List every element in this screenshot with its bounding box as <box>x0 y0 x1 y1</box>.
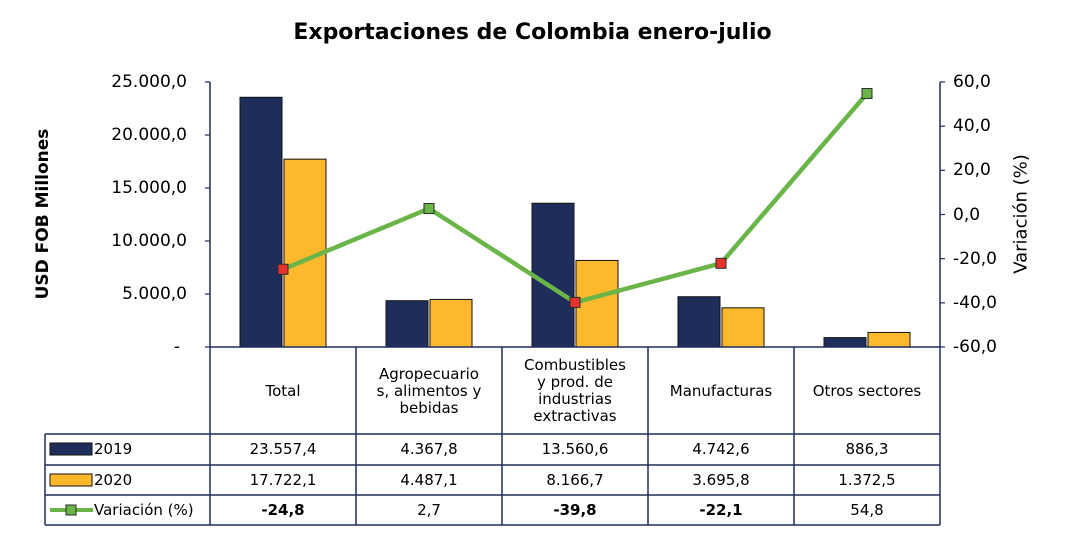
data-label-0-3: 4.742,6 <box>692 440 750 458</box>
category-label-line: y prod. de <box>536 373 613 391</box>
chart-title: Exportaciones de Colombia enero-julio <box>293 20 772 45</box>
bar-2019-1 <box>385 300 429 348</box>
category-label-line: Total <box>265 381 301 400</box>
category-label-line: bebidas <box>399 398 459 417</box>
legend-label-2: Variación (%) <box>94 501 194 519</box>
bar-2020-1 <box>429 298 473 348</box>
bar-2020-3 <box>721 307 765 348</box>
data-label-2-4: 54,8 <box>850 501 884 519</box>
data-label-2-1: 2,7 <box>417 501 441 519</box>
data-label-1-0: 17.722,1 <box>249 471 317 489</box>
data-label-2-0: -24,8 <box>261 501 305 519</box>
category-label-text: Agropecuario s, alimentos y bebidas <box>376 364 482 417</box>
bar-2020-4 <box>867 331 911 348</box>
category-label: Manufacturas <box>648 348 794 434</box>
y-tick-label-right: -60,0 <box>953 337 997 357</box>
category-label-text: Combustibles y prod. de industrias extracti… <box>524 357 626 425</box>
data-label-1-3: 3.695,8 <box>692 471 750 489</box>
y-tick-label-left: 25.000,0 <box>111 72 187 92</box>
y-tick-label-left: 20.000,0 <box>111 125 187 145</box>
data-label-0-0: 23.557,4 <box>249 440 317 458</box>
y-tick-label-right: 40,0 <box>953 116 991 137</box>
y-tick-label-left: 15.000,0 <box>111 178 187 198</box>
legend-label-1: 2020 <box>94 471 133 489</box>
y-tick-label-right: -40,0 <box>953 292 997 313</box>
y-tick-label-left: 10.000,0 <box>111 231 187 251</box>
legend-key-2020 <box>49 473 93 487</box>
legend-key-variacion-marker <box>65 504 77 516</box>
category-label-line: s, alimentos y <box>376 381 482 400</box>
category-label-text: Manufacturas <box>669 381 773 400</box>
bar-2019-2 <box>531 202 575 348</box>
data-label-1-1: 4.487,1 <box>400 471 458 489</box>
y-tick-label-right: -20,0 <box>953 248 997 269</box>
marker-variacion-0 <box>277 263 289 275</box>
category-label-text: Total <box>265 381 301 400</box>
data-label-0-1: 4.367,8 <box>400 440 458 458</box>
legend-label-0: 2019 <box>94 440 133 458</box>
category-label: Total <box>210 348 356 434</box>
data-label-1-2: 8.166,7 <box>546 471 604 489</box>
category-label: Otros sectores <box>794 348 940 434</box>
category-label-line: Combustibles <box>524 356 626 374</box>
y-axis-label-right: Variación (%) <box>1010 154 1032 274</box>
data-label-0-4: 886,3 <box>845 440 889 458</box>
bar-2019-3 <box>677 296 721 348</box>
category-label-line: extractivas <box>533 407 617 425</box>
bar-2019-0 <box>239 96 283 348</box>
legend-key-2019 <box>49 442 93 456</box>
marker-variacion-2 <box>569 296 581 308</box>
y-tick-label-right: 20,0 <box>953 160 991 181</box>
bar-2020-2 <box>575 259 619 348</box>
category-label-text: Otros sectores <box>812 381 922 400</box>
category-label-line: Agropecuario <box>378 364 479 383</box>
data-label-0-2: 13.560,6 <box>541 440 609 458</box>
y-tick-label-left: 5.000,0 <box>122 284 187 304</box>
y-axis-label-left: USD FOB Millones <box>33 128 53 300</box>
data-label-2-2: -39,8 <box>553 501 597 519</box>
category-label-line: Manufacturas <box>669 381 773 400</box>
data-label-1-4: 1.372,5 <box>838 471 896 489</box>
category-label: Agropecuario s, alimentos y bebidas <box>356 348 502 434</box>
marker-variacion-3 <box>715 257 727 269</box>
category-label-line: industrias <box>538 390 612 408</box>
marker-variacion-1 <box>423 203 435 215</box>
marker-variacion-4 <box>861 87 873 99</box>
category-label-line: Otros sectores <box>812 381 922 400</box>
bar-2019-4 <box>823 337 867 348</box>
y-tick-label-right: 60,0 <box>953 72 991 92</box>
y-tick-label-right: 0,0 <box>953 204 981 225</box>
line-variacion <box>282 92 869 305</box>
data-label-2-3: -22,1 <box>699 501 743 519</box>
category-label: Combustibles y prod. de industrias extracti… <box>502 348 648 434</box>
y-tick-label-left: - <box>173 337 180 357</box>
